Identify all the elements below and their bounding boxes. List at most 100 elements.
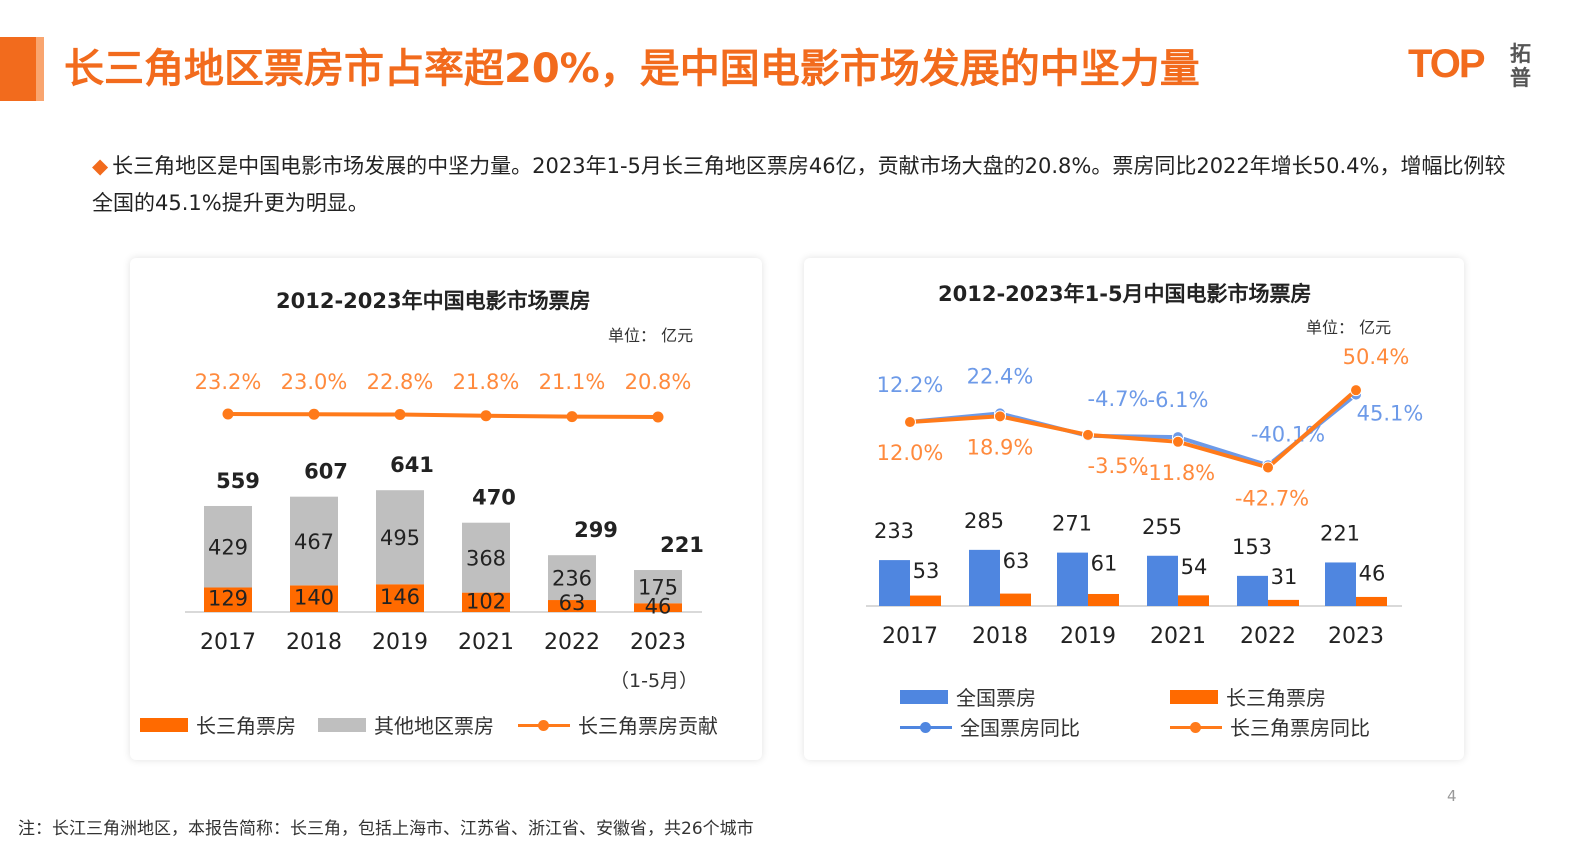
bar-label-yrd: 140: [294, 586, 334, 610]
bar-national: [1325, 562, 1356, 606]
line-label: 45.1%: [1357, 402, 1424, 426]
bar-label-yrd: 61: [1091, 552, 1118, 576]
total-label: 607: [304, 460, 348, 484]
line-label: -11.8%: [1141, 461, 1215, 485]
line-label: 23.2%: [195, 370, 262, 394]
bar-label-yrd: 63: [559, 591, 586, 615]
chart-unit: 单位： 亿元: [608, 326, 694, 345]
line-point: [566, 411, 578, 423]
line-point: [480, 410, 492, 422]
chart-unit: 单位： 亿元: [1306, 318, 1392, 337]
page-number: 4: [1447, 787, 1457, 805]
line-label: -42.7%: [1235, 486, 1309, 510]
line-yrd-yoy: [909, 388, 1358, 470]
legend-swatch: [1170, 689, 1218, 704]
line-label: 12.2%: [877, 373, 944, 397]
x-tick-label: 2022: [1240, 624, 1296, 649]
line-label: -4.7%: [1088, 387, 1149, 411]
summary-text: 长三角地区是中国电影市场发展的中坚力量。2023年1-5月长三角地区票房46亿，…: [92, 154, 1506, 215]
bar-label-national: 153: [1232, 535, 1272, 559]
bar-other: [634, 570, 682, 604]
title-accent-bar-light: [36, 37, 44, 101]
line-point: [1082, 428, 1094, 441]
summary-bullet: ◆ 长三角地区是中国电影市场发展的中坚力量。2023年1-5月长三角地区票房46亿…: [92, 148, 1512, 222]
legend-label: 其他地区票房: [374, 714, 494, 738]
bar-other: [376, 490, 424, 585]
bar-yrd: [290, 585, 338, 612]
bar-label-yrd: 63: [1003, 549, 1030, 573]
legend-label: 长三角票房同比: [1230, 716, 1370, 740]
bar-label-other: 467: [294, 530, 334, 554]
legend-swatch: [140, 717, 188, 732]
bar-label-yrd: 129: [208, 587, 248, 611]
title-accent-bar: [0, 37, 36, 101]
bar-national: [1147, 555, 1178, 606]
bar-label-national: 255: [1142, 515, 1182, 539]
total-label: 470: [472, 486, 516, 510]
line-point: [1350, 384, 1362, 397]
bar-label-yrd: 31: [1271, 565, 1298, 589]
line-label: 23.0%: [281, 370, 348, 394]
legend-label: 长三角票房: [1226, 686, 1326, 710]
bar-label-other: 495: [380, 526, 420, 550]
legend-item-national: 全国票房: [900, 682, 1036, 711]
logo-mark: TOP: [1408, 42, 1486, 86]
line-label: 21.8%: [453, 370, 520, 394]
chart-panel-annual: 2012-2023年中国电影市场票房 单位： 亿元 （1-5月） 长三角票房 其…: [130, 258, 762, 760]
bar-label-yrd: 53: [913, 559, 940, 583]
x-tick-label: 2017: [200, 630, 256, 655]
legend-swatch: [318, 717, 366, 732]
bar-label-other: 429: [208, 536, 248, 560]
line-label: -6.1%: [1148, 388, 1209, 412]
bar-yrd: [548, 600, 596, 612]
bar-yrd: [1088, 593, 1119, 606]
legend-item-national-yoy: 全国票房同比: [900, 712, 1080, 741]
line-label: 22.8%: [367, 370, 434, 394]
bar-other: [548, 555, 596, 601]
total-label: 221: [660, 533, 704, 557]
legend-label: 全国票房: [956, 686, 1036, 710]
bar-label-yrd: 102: [466, 589, 506, 613]
legend-item-other: 其他地区票房: [318, 710, 494, 739]
line-point: [994, 410, 1006, 423]
bar-other: [204, 505, 252, 588]
bar-label-other: 368: [466, 547, 506, 571]
bar-yrd: [1000, 593, 1031, 606]
bar-yrd: [376, 584, 424, 612]
bar-label-national: 221: [1320, 521, 1360, 545]
legend-line-marker: [1170, 720, 1222, 734]
bar-national: [879, 560, 910, 606]
line-point: [1172, 435, 1184, 448]
x-tick-label: 2019: [1060, 624, 1116, 649]
legend-item-yrd: 长三角票房: [140, 710, 296, 739]
bar-other: [290, 496, 338, 586]
bar-label-other: 236: [552, 567, 592, 591]
x-tick-label: 2018: [972, 624, 1028, 649]
x-tick-label: 2023: [1328, 624, 1384, 649]
bar-label-yrd: 146: [380, 585, 420, 609]
bar-national: [1057, 552, 1088, 606]
line-point: [1262, 461, 1274, 474]
legend-item-contrib: 长三角票房贡献: [518, 710, 718, 739]
bar-national: [1237, 575, 1268, 606]
chart-title: 2012-2023年中国电影市场票房: [276, 289, 591, 313]
total-label: 559: [216, 469, 260, 493]
line-label: 20.8%: [625, 370, 692, 394]
bar-yrd: [462, 592, 510, 612]
line-point: [394, 409, 406, 420]
line-label: 22.4%: [967, 364, 1034, 388]
line-label: 12.0%: [877, 441, 944, 465]
legend-label: 长三角票房: [196, 714, 296, 738]
bar-other: [462, 522, 510, 593]
bar-national: [969, 549, 1000, 606]
legend-item-yrd: 长三角票房: [1170, 682, 1326, 711]
legend-label: 长三角票房贡献: [578, 714, 718, 738]
category-note: （1-5月）: [610, 670, 699, 692]
bar-yrd: [1268, 599, 1299, 606]
line-label: 50.4%: [1343, 345, 1410, 369]
x-tick-label: 2023: [630, 630, 686, 655]
x-tick-label: 2022: [544, 630, 600, 655]
line-point: [308, 408, 320, 420]
line-point: [652, 411, 664, 423]
